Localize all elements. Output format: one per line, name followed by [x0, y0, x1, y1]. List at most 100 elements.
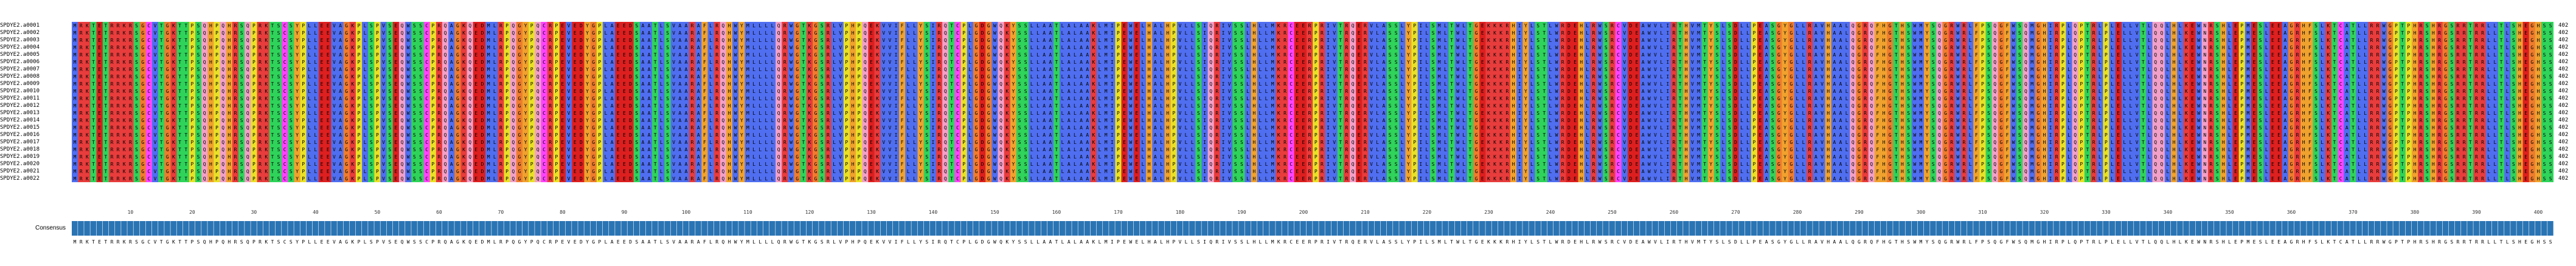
residue-cell: S: [635, 125, 638, 131]
residue-cell: A: [1080, 67, 1083, 72]
sequence-name[interactable]: SPDYE2.a0017: [0, 138, 68, 146]
residue-cell: V: [888, 147, 891, 152]
residue-cell: Q: [777, 74, 780, 80]
residue-cell: D: [629, 67, 632, 72]
residue-cell: E: [623, 74, 626, 80]
residue-cell: L: [605, 38, 608, 43]
sequence-name[interactable]: SPDYE2.a0013: [0, 109, 68, 117]
residue-cell: T: [802, 30, 805, 36]
residue-cell: S: [635, 52, 638, 58]
sequence-name[interactable]: SPDYE2.a0003: [0, 36, 68, 44]
residue-cell: P: [505, 60, 509, 65]
residue-cell: S: [666, 45, 669, 50]
sequence-name[interactable]: SPDYE2.a0001: [0, 22, 68, 29]
residue-cell: Q: [777, 81, 780, 87]
residue-cell: I: [1327, 169, 1330, 174]
residue-cell: R: [715, 23, 718, 29]
residue-cell: A: [1068, 162, 1071, 167]
residue-cell: K: [808, 169, 811, 174]
sequence-name[interactable]: SPDYE2.a0018: [0, 146, 68, 153]
residue-cell: Y: [586, 169, 589, 174]
alignment-column: [72, 22, 78, 182]
alignment-column: [973, 22, 980, 182]
residue-cell: H: [209, 23, 212, 29]
residue-cell: R: [691, 96, 694, 101]
residue-cell: S: [1234, 23, 1237, 29]
residue-cell: A: [450, 140, 453, 145]
sequence-name[interactable]: SPDYE2.a0022: [0, 175, 68, 182]
residue-cell: L: [1030, 38, 1033, 43]
residue-cell: W: [734, 118, 737, 123]
residue-cell: W: [407, 60, 410, 65]
residue-cell: P: [505, 140, 509, 145]
residue-cell: S: [821, 96, 824, 101]
residue-cell: R: [1308, 45, 1311, 50]
residue-cell: S: [135, 74, 138, 80]
residue-cell: Y: [919, 67, 922, 72]
residue-cell: L: [314, 118, 318, 123]
sequence-name[interactable]: SPDYE2.a0014: [0, 117, 68, 124]
sequence-name[interactable]: SPDYE2.a0002: [0, 29, 68, 36]
sequence-name[interactable]: SPDYE2.a0009: [0, 80, 68, 87]
residue-cell: E: [98, 38, 101, 43]
residue-cell: C: [1290, 45, 1293, 50]
residue-cell: K: [1005, 162, 1009, 167]
residue-cell: L: [709, 89, 712, 94]
residue-cell: H: [728, 132, 731, 138]
residue-cell: V: [382, 96, 385, 101]
alignment-column: [226, 22, 233, 182]
residue-cell: Q: [246, 132, 249, 138]
residue-cell: Q: [246, 60, 249, 65]
residue-cell: A: [611, 67, 614, 72]
residue-cell: A: [1049, 45, 1052, 50]
sequence-name[interactable]: SPDYE2.a0010: [0, 87, 68, 95]
residue-cell: L: [1036, 103, 1040, 109]
sequence-name[interactable]: SPDYE2.a0016: [0, 131, 68, 138]
residue-cell: P: [252, 125, 255, 131]
residue-cell: E: [1302, 38, 1305, 43]
sequence-name[interactable]: SPDYE2.a0020: [0, 160, 68, 168]
residue-cell: K: [351, 147, 354, 152]
residue-cell: W: [1129, 125, 1132, 131]
sequence-name[interactable]: SPDYE2.a0005: [0, 51, 68, 58]
residue-cell: G: [518, 162, 521, 167]
residue-cell: R: [827, 125, 830, 131]
residue-cell: I: [1111, 67, 1114, 72]
residue-cell: P: [252, 30, 255, 36]
residue-cell: T: [654, 45, 657, 50]
residue-cell: S: [197, 38, 200, 43]
residue-cell: R: [1345, 45, 1349, 50]
residue-cell: H: [209, 125, 212, 131]
residue-cell: M: [1271, 74, 1274, 80]
residue-cell: S: [1389, 169, 1392, 174]
residue-cell: P: [252, 140, 255, 145]
sequence-name[interactable]: SPDYE2.a0011: [0, 95, 68, 102]
residue-cell: P: [530, 23, 533, 29]
alignment-column: [615, 22, 622, 182]
residue-cell: G: [166, 60, 169, 65]
sequence-name[interactable]: SPDYE2.a0004: [0, 44, 68, 51]
residue-cell: S: [666, 74, 669, 80]
sequence-name[interactable]: SPDYE2.a0006: [0, 58, 68, 66]
residue-cell: Q: [999, 96, 1002, 101]
residue-cell: M: [1105, 103, 1108, 109]
residue-cell: H: [1166, 96, 1169, 101]
residue-cell: A: [1086, 45, 1089, 50]
residue-cell: V: [1333, 89, 1336, 94]
residue-cell: A: [678, 176, 681, 182]
sequence-name[interactable]: SPDYE2.a0007: [0, 66, 68, 73]
residue-cell: V: [882, 23, 885, 29]
residue-cell: V: [1333, 74, 1336, 80]
residue-cell: P: [530, 74, 533, 80]
alignment-column: [423, 22, 430, 182]
residue-cell: S: [1395, 60, 1398, 65]
residue-cell: Y: [586, 118, 589, 123]
sequence-name[interactable]: SPDYE2.a0008: [0, 73, 68, 80]
sequence-name[interactable]: SPDYE2.a0021: [0, 168, 68, 175]
residue-cell: G: [814, 140, 818, 145]
sequence-name[interactable]: SPDYE2.a0012: [0, 102, 68, 109]
residue-cell: M: [746, 38, 749, 43]
sequence-name[interactable]: SPDYE2.a0015: [0, 124, 68, 131]
residue-cell: K: [808, 96, 811, 101]
sequence-name[interactable]: SPDYE2.a0019: [0, 153, 68, 160]
